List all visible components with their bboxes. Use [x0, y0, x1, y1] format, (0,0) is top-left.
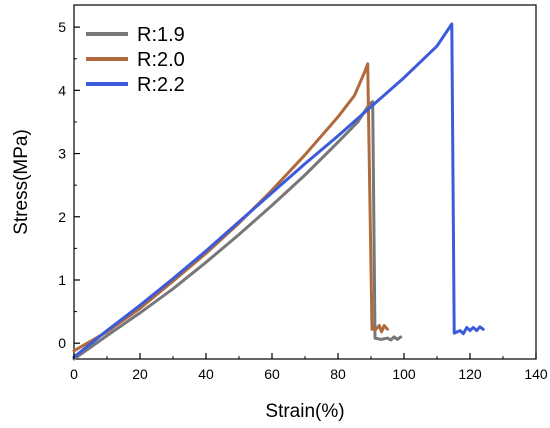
series-line-r22: [72, 22, 485, 359]
x-tick-label: 40: [198, 366, 214, 382]
plot-area: 0 20 40 60 80 100 120 140 0 1 2 3 4 5: [58, 4, 548, 382]
legend-label-r19: R:1.9: [137, 24, 185, 46]
y-tick-label: 1: [58, 272, 66, 288]
x-tick-label: 120: [458, 366, 482, 382]
x-tick-label: 100: [392, 366, 416, 382]
series-line-r19: [72, 100, 403, 361]
x-tick-label: 60: [264, 366, 280, 382]
y-tick-label: 2: [58, 209, 66, 225]
series-line-r20: [72, 62, 389, 353]
legend-label-r22: R:2.2: [137, 74, 185, 96]
x-tick-label: 20: [132, 366, 148, 382]
x-axis-title: Strain(%): [265, 401, 344, 422]
y-tick-label: 4: [58, 82, 66, 98]
x-tick-label: 0: [70, 366, 78, 382]
y-tick-label: 3: [58, 146, 66, 162]
x-axis-ticks: 0 20 40 60 80 100 120 140: [70, 353, 548, 382]
y-axis-ticks: 0 1 2 3 4 5: [58, 19, 80, 351]
x-tick-label: 80: [330, 366, 346, 382]
x-tick-label: 140: [524, 366, 548, 382]
series-layer: [72, 22, 485, 361]
y-tick-label: 0: [58, 335, 66, 351]
legend: R:1.9 R:2.0 R:2.2: [86, 24, 185, 96]
y-axis-title: Stress(MPa): [11, 129, 32, 235]
legend-label-r20: R:2.0: [137, 49, 185, 71]
y-tick-label: 5: [58, 19, 66, 35]
